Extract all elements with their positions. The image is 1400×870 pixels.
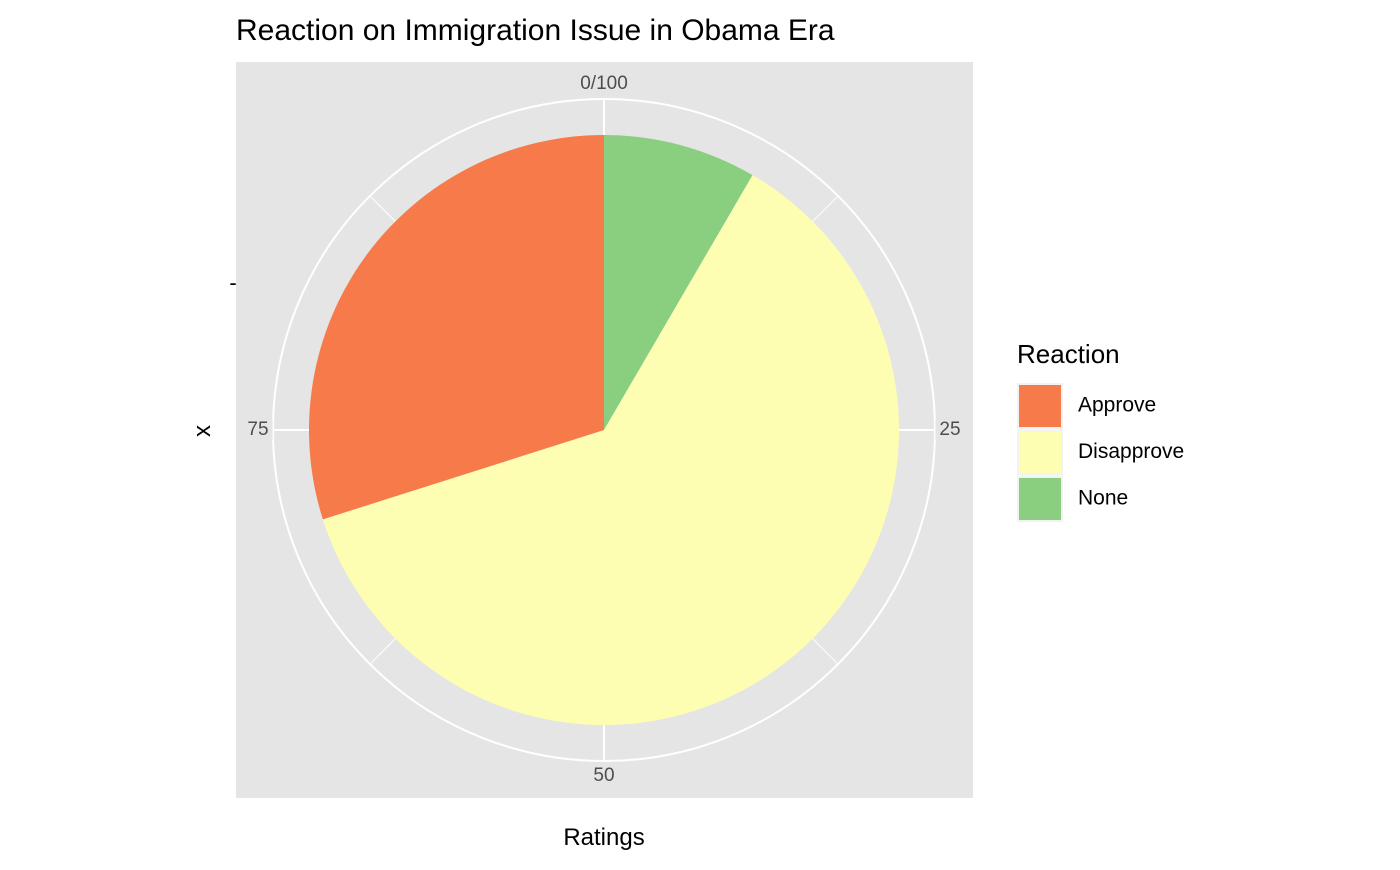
legend-label-disapprove: Disapprove <box>1078 440 1184 463</box>
theta-tick-label: 25 <box>939 419 960 440</box>
legend-swatch-approve <box>1019 385 1061 427</box>
pie-slice-none <box>604 135 753 430</box>
theta-tick-label: 0/100 <box>580 73 628 94</box>
legend: Reaction Approve Disapprove None <box>1017 339 1184 522</box>
theta-tick-labels: 0/100 25 50 75 <box>243 73 965 787</box>
legend-title: Reaction <box>1017 339 1120 369</box>
chart-title: Reaction on Immigration Issue in Obama E… <box>236 14 835 47</box>
theta-tick-label: 75 <box>247 419 268 440</box>
theta-tick-label: 50 <box>593 765 614 786</box>
tick-label-background <box>935 419 965 441</box>
legend-label-none: None <box>1078 487 1128 510</box>
tick-label-background <box>576 73 632 95</box>
tick-label-background <box>243 419 273 441</box>
tick-label-background <box>589 765 619 787</box>
legend-swatch-disapprove <box>1019 431 1061 474</box>
legend-swatch-none <box>1019 478 1061 520</box>
x-axis-label: Ratings <box>563 824 644 851</box>
pie-slice-disapprove <box>322 175 899 726</box>
y-tick-label: - <box>229 270 236 295</box>
y-axis-label: x <box>189 425 216 437</box>
pie-slice-approve <box>308 135 604 520</box>
pie-slices <box>308 135 899 726</box>
legend-label-approve: Approve <box>1078 394 1156 417</box>
